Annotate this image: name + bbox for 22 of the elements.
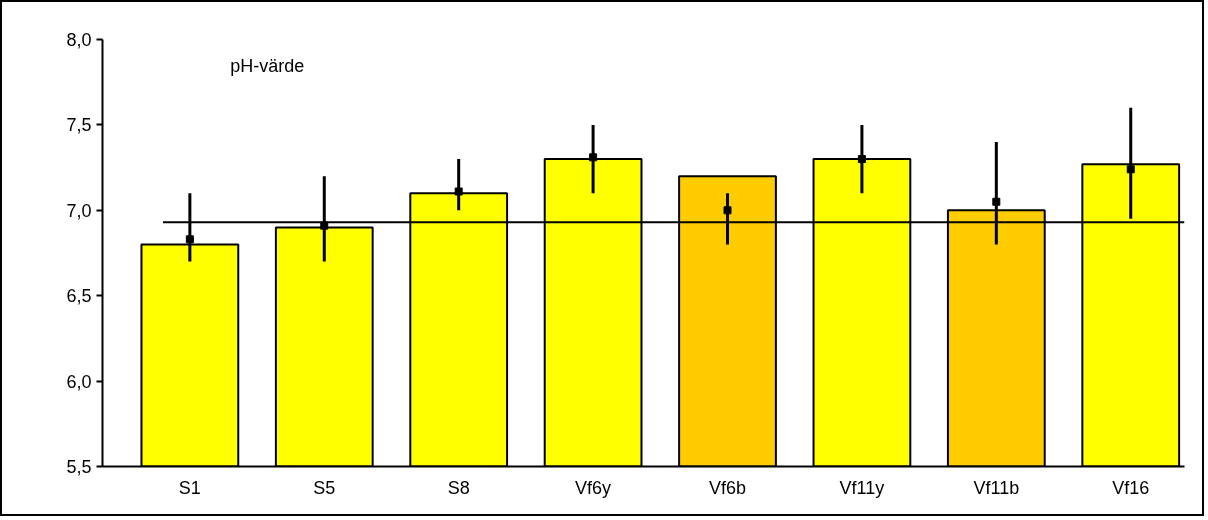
y-tick-label: 6,5 <box>66 286 92 307</box>
point <box>185 235 194 244</box>
x-tick-label: Vf6b <box>708 477 747 498</box>
x-tick-label: Vf11y <box>839 477 885 498</box>
y-tick-label: 8,0 <box>66 30 92 50</box>
y-tick-label: 7,0 <box>66 200 92 221</box>
x-tick-label: Vf6y <box>575 477 612 498</box>
point <box>454 187 463 196</box>
point <box>992 197 1001 206</box>
y-tick-label: 6,0 <box>66 371 92 392</box>
point <box>857 155 866 164</box>
x-tick-label: S1 <box>178 477 201 498</box>
x-tick-label: Vf16 <box>1112 477 1150 498</box>
y-tick-label: 7,5 <box>66 115 92 136</box>
x-tick-label: Vf11b <box>973 477 1020 498</box>
x-tick-label: S8 <box>447 477 470 498</box>
point <box>723 206 732 215</box>
y-tick-label: 5,5 <box>66 457 92 477</box>
x-tick-label: S5 <box>313 477 336 498</box>
point <box>589 153 598 162</box>
point <box>1126 165 1135 174</box>
annotation: pH-värde <box>230 55 305 76</box>
